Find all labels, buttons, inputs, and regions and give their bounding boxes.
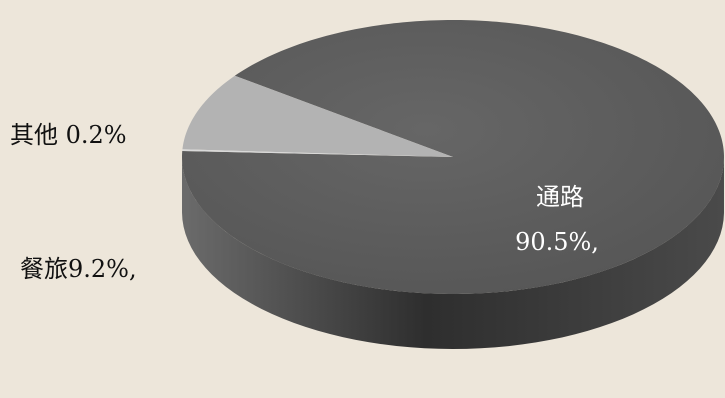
label-main-name: 通路 (536, 183, 584, 211)
slice-canLv-top (182, 75, 453, 157)
slice-qiTa-top (182, 149, 453, 157)
slice-tongLu-side (182, 157, 724, 349)
pie-side-walls (182, 157, 724, 349)
pie-labels: 通路 90.5%, 餐旅9.2%, 其他 0.2% (10, 121, 599, 283)
label-second: 餐旅9.2%, (20, 255, 137, 283)
label-third: 其他 0.2% (10, 121, 127, 149)
pie-top-faces (182, 20, 724, 294)
label-main-value: 90.5%, (515, 228, 599, 256)
